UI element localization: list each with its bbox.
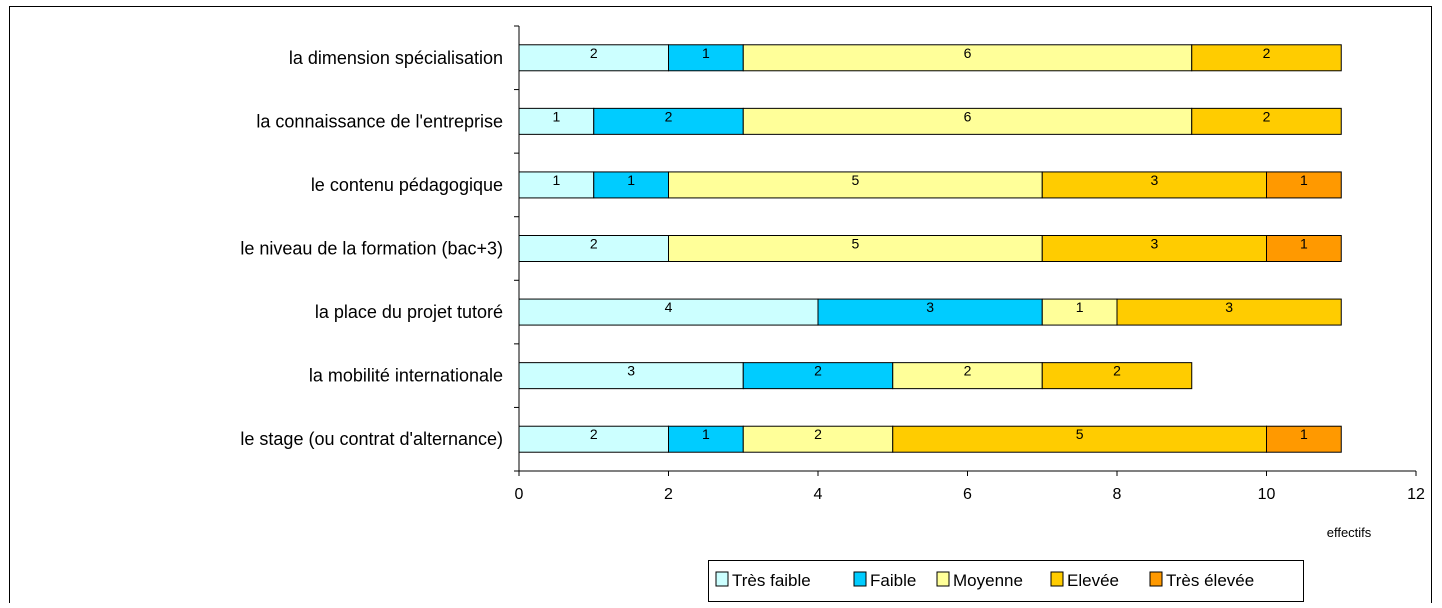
bar-segment xyxy=(1266,235,1342,262)
bar-segment xyxy=(593,171,669,199)
bars-group: 2 1 6 2 1 2 6 2 1 1 5 3 1 2 5 3 1 4 3 1 3 3 2 2 2 2 1 2 5 1 xyxy=(518,44,1342,453)
legend: Très faible Faible Moyenne Elevée Très élevé… xyxy=(708,560,1304,602)
bar-segment xyxy=(1116,298,1342,326)
x-tick-label: 8 xyxy=(1113,486,1122,503)
category-labels: la dimension spécialisation la connaissan… xyxy=(240,48,503,449)
bar-segment xyxy=(742,44,1193,72)
data-label: 5 xyxy=(851,236,859,252)
bar-segment xyxy=(892,362,1043,390)
bar-segment xyxy=(1266,171,1342,199)
data-label: 1 xyxy=(552,172,560,188)
data-label: 5 xyxy=(1076,426,1084,442)
data-label: 3 xyxy=(926,299,934,315)
bar-segment xyxy=(518,44,669,72)
bar-segment xyxy=(518,298,819,326)
data-label: 3 xyxy=(1150,236,1158,252)
axes-group: 0 2 4 6 8 10 12 xyxy=(514,25,1425,503)
bar-segment xyxy=(742,107,1193,135)
x-tick-label: 4 xyxy=(814,486,823,503)
data-label: 4 xyxy=(665,299,673,315)
legend-swatch xyxy=(853,571,867,587)
x-tick-label: 0 xyxy=(515,486,524,503)
data-label: 2 xyxy=(1263,108,1271,124)
bar-segment xyxy=(1191,107,1342,135)
category-label: le niveau de la formation (bac+3) xyxy=(240,239,503,259)
legend-label: Moyenne xyxy=(953,571,1023,590)
legend-items: Très faible Faible Moyenne Elevée Très élevé… xyxy=(715,571,1254,590)
data-label: 2 xyxy=(1263,45,1271,61)
data-label: 2 xyxy=(964,363,972,379)
data-label: 1 xyxy=(1300,426,1308,442)
data-label: 2 xyxy=(590,426,598,442)
legend-swatch xyxy=(715,571,729,587)
x-tick-label: 6 xyxy=(963,486,972,503)
data-label: 1 xyxy=(552,108,560,124)
legend-label: Faible xyxy=(870,571,916,590)
legend-box xyxy=(708,560,1304,602)
category-label: la mobilité internationale xyxy=(309,366,503,386)
x-tick-label: 10 xyxy=(1258,486,1276,503)
bar-segment xyxy=(1041,171,1267,199)
legend-swatch xyxy=(1149,571,1163,587)
legend-label: Elevée xyxy=(1067,571,1119,590)
category-label: le contenu pédagogique xyxy=(311,175,503,195)
bar-segment xyxy=(593,107,744,135)
data-label: 1 xyxy=(702,45,710,61)
bar-segment xyxy=(668,235,1043,262)
data-label: 5 xyxy=(851,172,859,188)
legend-label: Très faible xyxy=(732,571,811,590)
legend-swatch xyxy=(1050,571,1064,587)
category-label: le stage (ou contrat d'alternance) xyxy=(240,429,503,449)
bar-segment xyxy=(1191,44,1342,72)
x-tick-label: 2 xyxy=(664,486,673,503)
bar-segment xyxy=(518,362,744,390)
x-tick-label: 12 xyxy=(1407,486,1425,503)
bar-segment xyxy=(518,425,669,453)
data-label: 6 xyxy=(964,108,972,124)
bar-segment xyxy=(1041,235,1267,262)
x-axis-unit-label: effectifs xyxy=(1327,525,1372,540)
data-label: 3 xyxy=(1150,172,1158,188)
data-label: 1 xyxy=(1300,236,1308,252)
bar-segment xyxy=(1266,425,1342,453)
data-label: 2 xyxy=(665,108,673,124)
data-label: 3 xyxy=(627,363,635,379)
data-label: 3 xyxy=(1225,299,1233,315)
bar-segment xyxy=(742,362,894,390)
data-label: 2 xyxy=(814,426,822,442)
data-label: 1 xyxy=(1076,299,1084,315)
legend-swatch xyxy=(936,571,950,587)
category-label: la connaissance de l'entreprise xyxy=(256,111,503,131)
category-label: la place du projet tutoré xyxy=(315,302,503,322)
data-label: 2 xyxy=(590,236,598,252)
data-label: 2 xyxy=(590,45,598,61)
data-label: 1 xyxy=(702,426,710,442)
bar-segment xyxy=(1041,362,1193,390)
data-label: 1 xyxy=(1300,172,1308,188)
data-label: 2 xyxy=(814,363,822,379)
legend-label: Très élevée xyxy=(1166,571,1254,590)
data-label: 6 xyxy=(964,45,972,61)
data-label: 1 xyxy=(627,172,635,188)
data-label: 2 xyxy=(1113,363,1121,379)
bar-segment xyxy=(668,171,1043,199)
category-label: la dimension spécialisation xyxy=(289,48,503,68)
bar-segment xyxy=(1041,298,1118,326)
